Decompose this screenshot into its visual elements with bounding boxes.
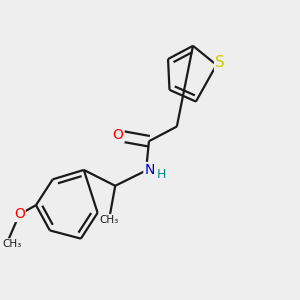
Text: S: S	[215, 55, 225, 70]
Text: CH₃: CH₃	[2, 239, 21, 249]
Text: CH₃: CH₃	[100, 214, 119, 224]
Text: O: O	[14, 207, 25, 221]
Text: O: O	[113, 128, 124, 142]
Text: H: H	[157, 168, 166, 181]
Text: N: N	[144, 163, 155, 177]
